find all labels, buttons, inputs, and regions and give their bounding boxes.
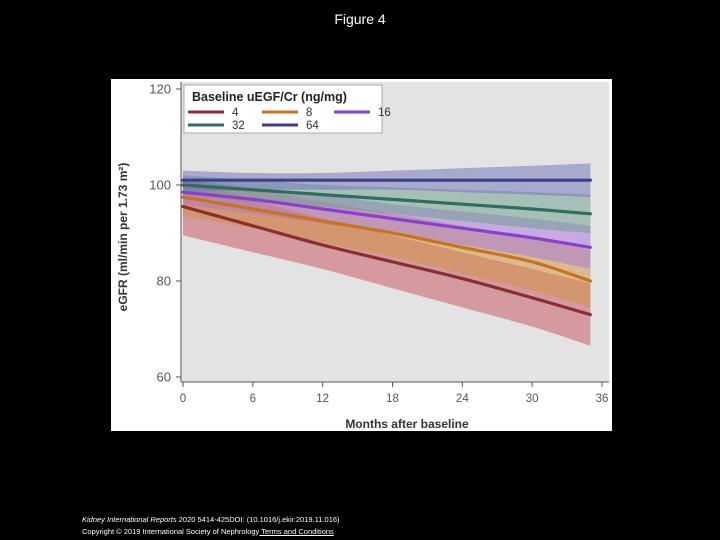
x-tick-label: 36 [596, 393, 609, 405]
x-axis-label: Months after baseline [345, 417, 469, 431]
x-tick-label: 0 [180, 393, 186, 405]
figure-panel: 60 80 100 120 0 6 12 18 24 30 36 Months after basel… [111, 79, 612, 431]
citation-text: 2020 5414-425DOI: (10.1016/j.ekir.2019.1… [176, 515, 340, 524]
terms-link[interactable]: Terms and Conditions [259, 527, 334, 536]
series-line-4 [181, 205, 592, 317]
y-axis-label: eGFR (ml/min per 1.73 m²) [116, 163, 130, 312]
series-line-16 [181, 190, 592, 249]
y-tick-label: 80 [157, 274, 171, 289]
legend-label-4: 4 [232, 107, 239, 119]
x-tick-label: 12 [316, 393, 329, 405]
journal-name: Kidney International Reports [82, 515, 177, 524]
copyright-text: Copyright © 2019 International Society o… [82, 527, 260, 536]
confidence-band-32 [183, 175, 591, 233]
legend-title: Baseline uEGF/Cr (ng/mg) [192, 90, 347, 104]
series-line-8 [181, 195, 592, 283]
legend-label-32: 32 [232, 120, 245, 132]
x-tick-label: 18 [386, 393, 399, 405]
legend-label-8: 8 [306, 107, 312, 119]
y-tick-label: 60 [157, 370, 171, 385]
x-tick-label: 30 [526, 393, 539, 405]
egfr-chart: 60 80 100 120 0 6 12 18 24 30 36 Months after basel… [116, 82, 609, 431]
slide-title: Figure 4 [334, 11, 386, 27]
x-tick-label: 24 [456, 393, 469, 405]
x-tick-label: 6 [250, 393, 256, 405]
y-tick-label: 120 [149, 82, 171, 97]
y-tick-label: 100 [149, 178, 171, 193]
copyright-line: Copyright © 2019 International Society o… [82, 527, 334, 536]
series-line-32 [181, 183, 592, 216]
legend-label-64: 64 [306, 120, 319, 132]
legend-label-16: 16 [378, 107, 391, 119]
citation-line: Kidney International Reports 2020 5414-4… [82, 515, 340, 524]
